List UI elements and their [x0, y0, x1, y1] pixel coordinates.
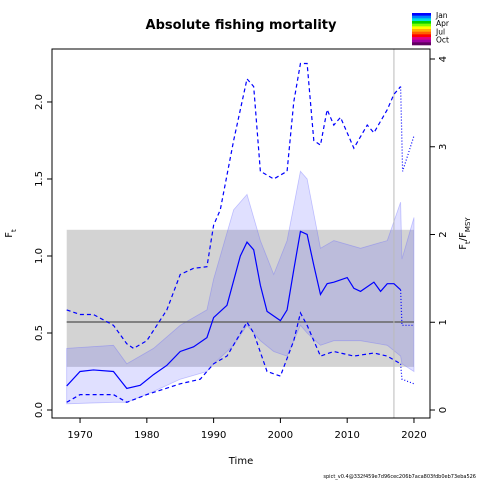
subscript: MSY [464, 217, 472, 232]
series-line [400, 363, 415, 385]
season-color [412, 26, 431, 30]
season-color [412, 23, 431, 27]
season-label: Jul [435, 27, 445, 36]
x-tick-label: 2000 [268, 430, 293, 441]
season-color [412, 15, 431, 19]
y2-tick-label: 3 [438, 144, 449, 150]
season-label: Apr [436, 19, 450, 28]
subscript: t [464, 241, 472, 244]
series-line [66, 230, 402, 390]
y-tick-label: 1.0 [34, 248, 45, 264]
season-color [412, 39, 431, 43]
season-label: Jan [435, 11, 448, 20]
x-tick-label: 2010 [334, 430, 359, 441]
x-tick-label: 2020 [401, 430, 426, 441]
y-tick-label: 2.0 [34, 94, 45, 110]
season-label: Oct [436, 36, 449, 45]
label-part: F [458, 244, 469, 250]
x-tick-label: 1980 [134, 430, 159, 441]
series-line [400, 86, 415, 172]
season-color [412, 18, 431, 22]
y2-tick-label: 0 [438, 407, 449, 413]
y2-tick-label: 2 [438, 231, 449, 237]
season-color [412, 37, 431, 40]
season-color [412, 31, 431, 35]
season-color [412, 13, 431, 16]
x-tick-label: 1970 [67, 430, 92, 441]
chart-title: Absolute fishing mortality [146, 18, 337, 33]
subscript: t [10, 229, 18, 232]
season-color [412, 21, 431, 24]
y-tick-label: 0.5 [34, 325, 45, 341]
label-part: /F [458, 232, 469, 241]
x-axis-label: Time [228, 456, 253, 467]
footnote: spict_v0.4@332f459e7d96cec206b7aca803fdb… [323, 474, 476, 480]
x-tick-label: 1990 [201, 430, 226, 441]
y2-tick-label: 4 [438, 56, 449, 62]
season-color [412, 29, 431, 32]
season-color [412, 34, 431, 38]
season-color [412, 42, 431, 46]
label-part: F [4, 232, 15, 238]
series-line [66, 62, 402, 350]
y-tick-label: 1.5 [34, 171, 45, 187]
y-tick-label: 0.0 [34, 402, 45, 418]
plot-frame [51, 48, 431, 419]
y2-tick-label: 1 [438, 319, 449, 325]
y-axis-label: Ft [4, 229, 18, 238]
series-line [66, 311, 401, 403]
y2-axis-label: Ft/FMSY [458, 217, 472, 250]
fmsy-ci [66, 229, 414, 367]
